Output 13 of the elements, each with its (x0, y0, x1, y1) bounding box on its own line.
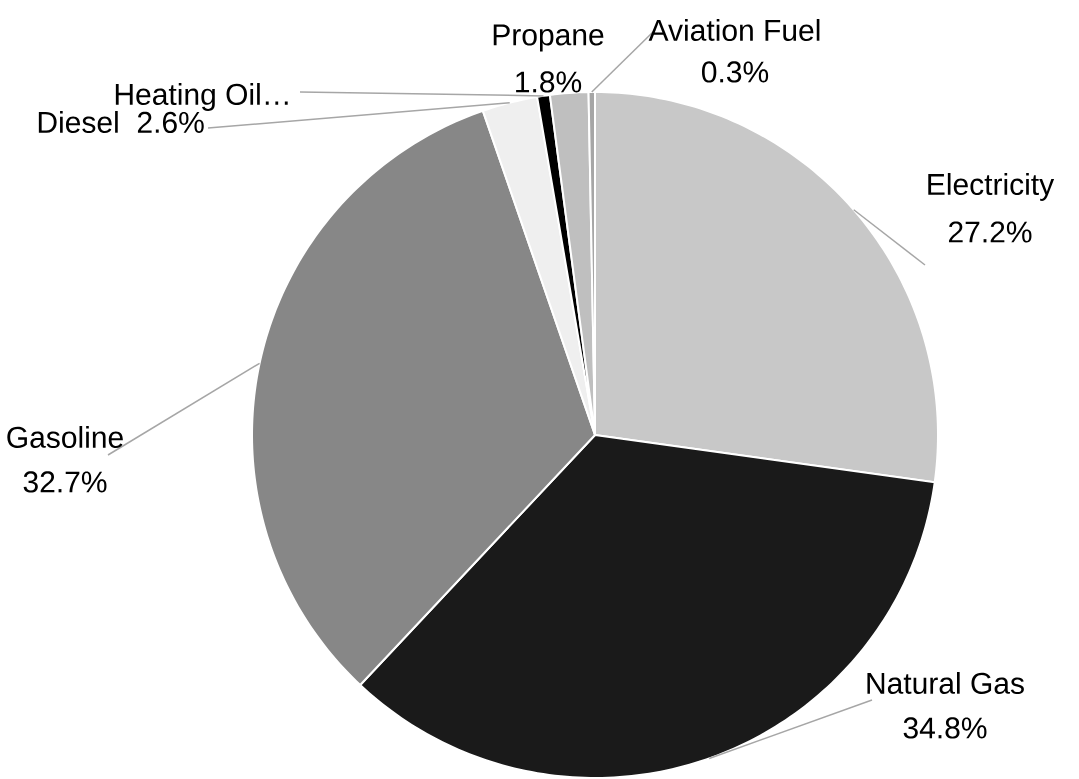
slice-label: Electricity (928, 173, 1055, 201)
data-label: 27.2% (948, 221, 1032, 243)
data-label: 2.6% (137, 111, 204, 134)
slice-label: Heating Oil… (115, 83, 288, 111)
data-label: 32.7% (23, 471, 107, 493)
data-label: 34.8% (903, 717, 987, 739)
slice-label: Gasoline (7, 425, 123, 449)
slice-label: Natural Gas (867, 671, 1024, 694)
slice-label: Aviation Fuel (648, 18, 820, 42)
data-label: 1.8% (516, 71, 582, 93)
slice-label: Propane (493, 24, 604, 52)
data-label: 0.3% (701, 61, 769, 83)
slice-label: Diesel (38, 110, 118, 134)
